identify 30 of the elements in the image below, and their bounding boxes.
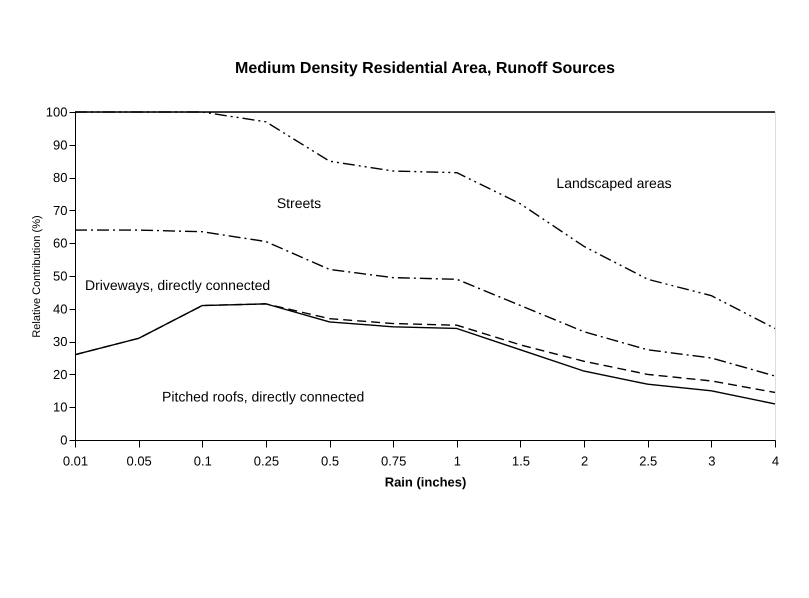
y-tick-label: 20 bbox=[53, 366, 68, 382]
x-tick-label: 0.1 bbox=[194, 454, 212, 468]
x-tick-label: 1 bbox=[454, 454, 461, 468]
y-tick-label: 0 bbox=[60, 432, 68, 448]
x-tick-label: 0.01 bbox=[62, 454, 88, 468]
x-tick-label: 2.5 bbox=[639, 454, 658, 468]
x-tick-label: 0.25 bbox=[254, 454, 280, 468]
y-axis-title: Relative Contribution (%) bbox=[30, 215, 43, 338]
x-tick-label: 2 bbox=[580, 454, 588, 468]
x-tick-label: 4 bbox=[772, 454, 780, 468]
y-tick-label: 100 bbox=[46, 104, 68, 120]
x-tick-label: 3 bbox=[708, 454, 716, 468]
x-tick-label: 1.5 bbox=[512, 454, 530, 468]
annotation: Pitched roofs, directly connected bbox=[162, 388, 364, 404]
y-tick-label: 80 bbox=[53, 170, 68, 186]
chart-title: Medium Density Residential Area, Runoff Sources bbox=[235, 60, 616, 77]
y-tick-label: 50 bbox=[53, 268, 68, 284]
x-axis-title: Rain (inches) bbox=[384, 474, 466, 490]
annotation: Driveways, directly connected bbox=[85, 276, 270, 293]
x-tick-label: 0.75 bbox=[381, 454, 406, 468]
annotation: Landscaped areas bbox=[556, 175, 672, 192]
y-tick-label: 90 bbox=[53, 137, 68, 152]
y-tick-label: 30 bbox=[53, 334, 68, 350]
y-tick-label: 10 bbox=[53, 400, 68, 415]
annotation: Streets bbox=[276, 194, 322, 211]
x-tick-label: 0.05 bbox=[126, 454, 152, 468]
x-tick-label: 0.5 bbox=[321, 454, 340, 468]
y-tick-label: 40 bbox=[53, 301, 68, 316]
y-tick-label: 70 bbox=[53, 202, 68, 218]
y-tick-label: 60 bbox=[53, 236, 68, 251]
